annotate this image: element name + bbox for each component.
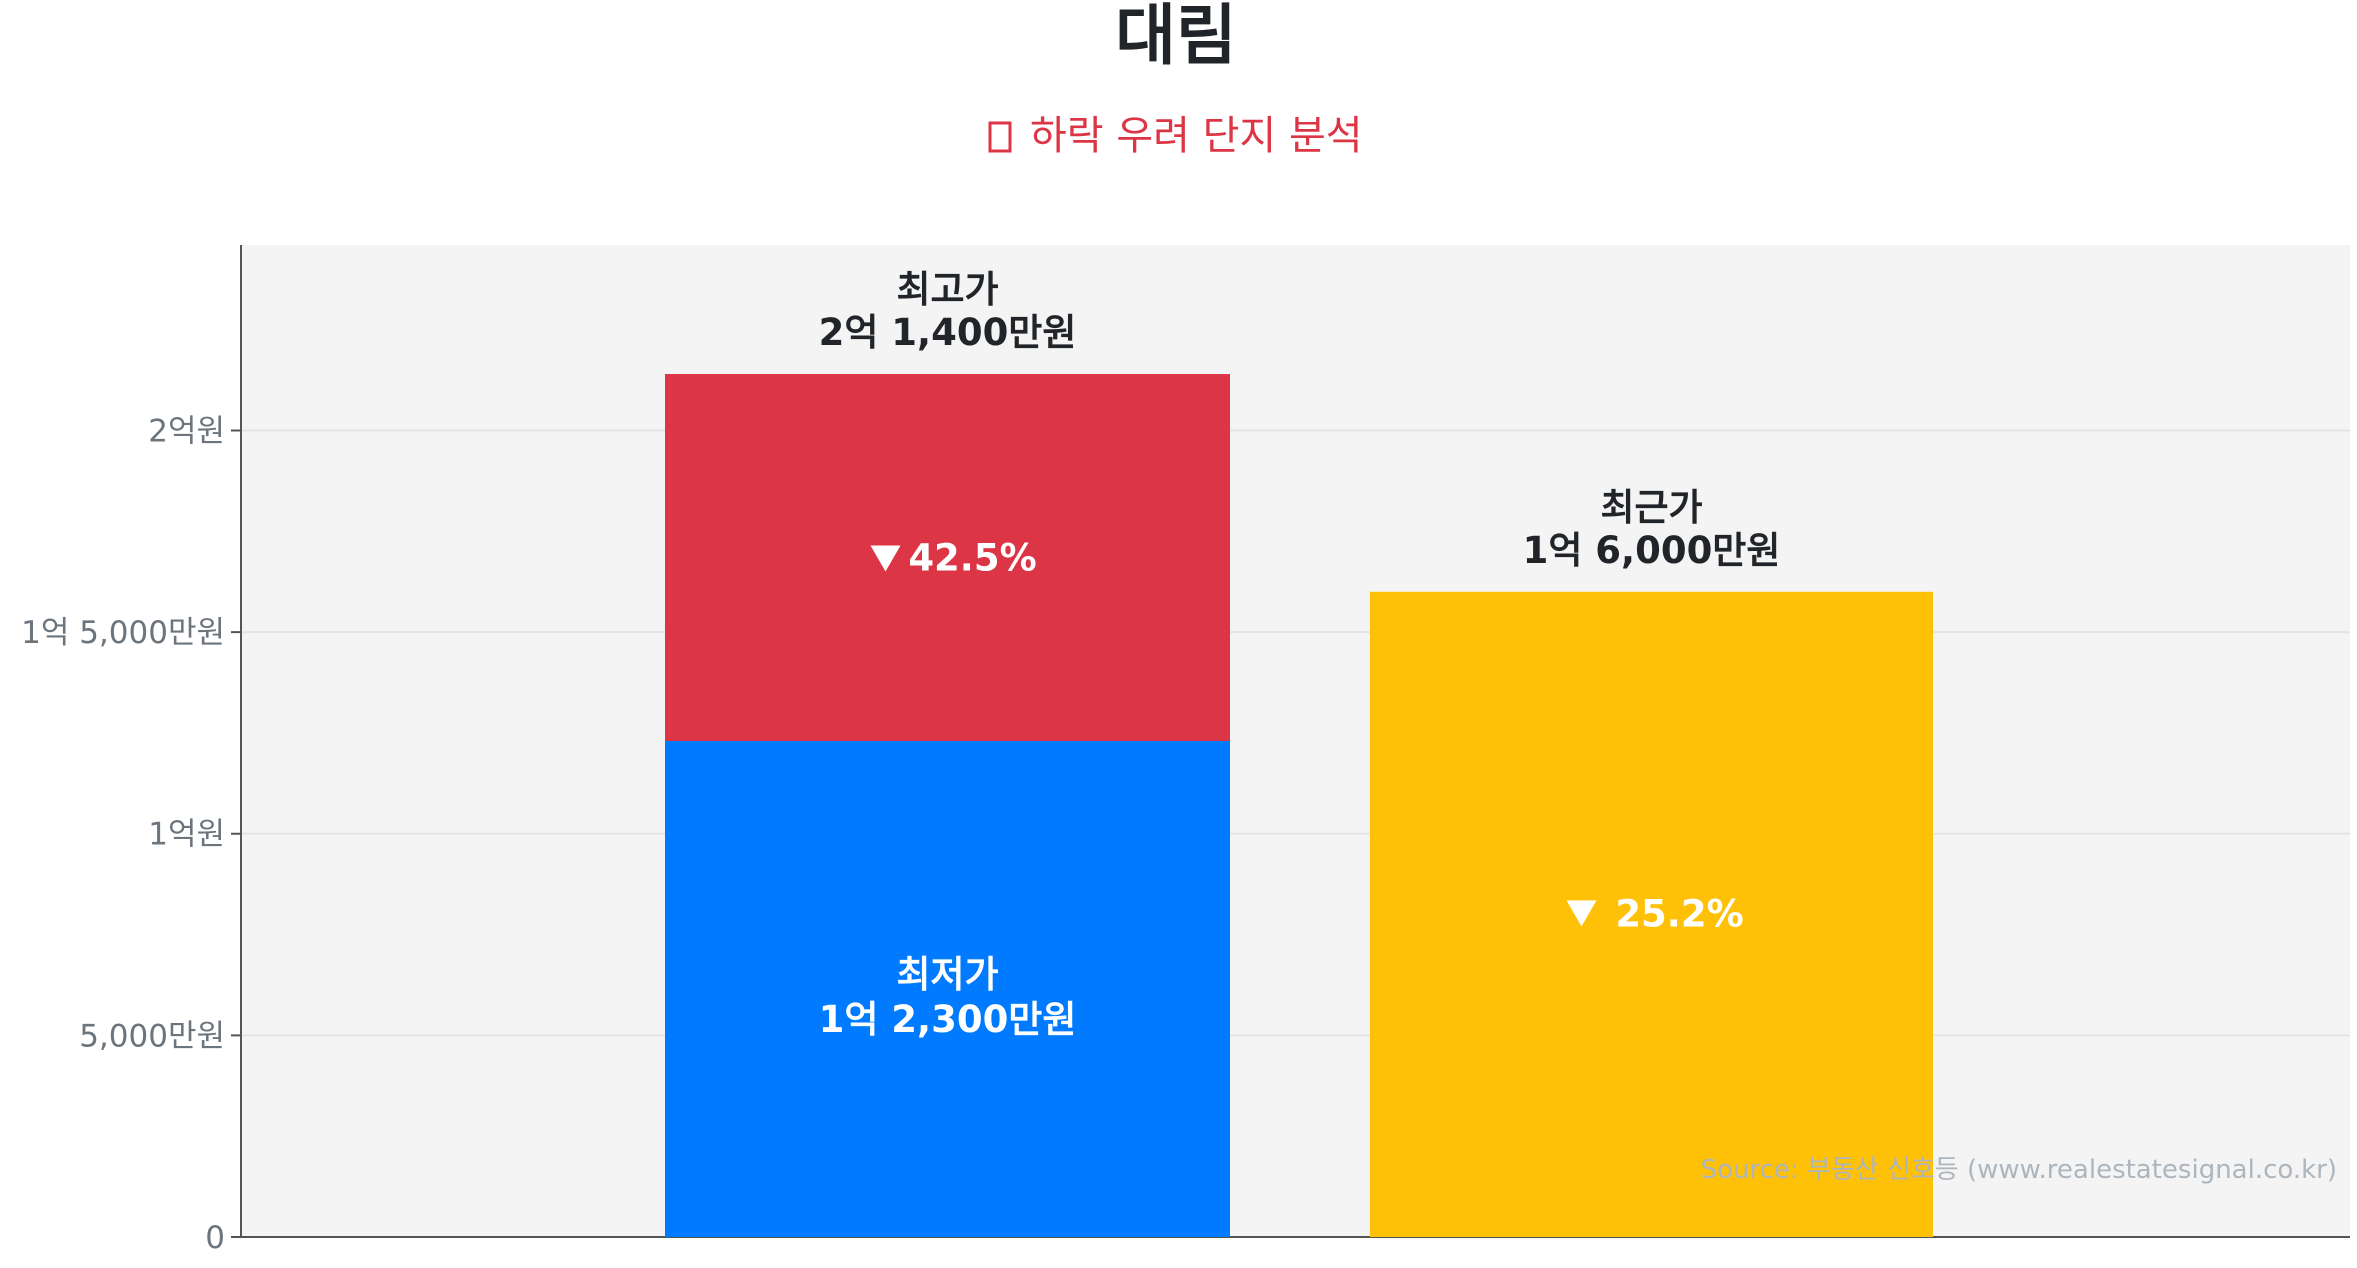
y-tick-label: 1억 5,000만원 [21,615,225,651]
chart-subtitle: 하락 우려 단지 분석 [988,113,1363,159]
warning-icon [988,121,1012,153]
drop-rate-highest-label: 42.5% [908,537,1036,580]
y-axis: 0 5,000만원 1억원 1억 5,000만원 2억원 [21,245,2350,1256]
highest-price-value-label: 2억 1,400만원 [819,311,1077,354]
bar-lowest-price [665,741,1230,1237]
chart-title: 대림 [1115,0,1236,74]
bar-highest-price [665,374,1230,741]
bar-recent-price [1370,591,1933,1237]
plot-area [241,245,2350,1237]
chart-subtitle-text: 하락 우려 단지 분석 [1030,113,1363,159]
lowest-price-value-label: 1억 2,300만원 [819,998,1077,1041]
drop-rate-recent-label: 25.2% [1615,892,1743,935]
down-triangle-icon [870,545,901,572]
y-tick-label: 1억원 [148,817,225,853]
y-tick-label: 0 [205,1220,225,1256]
source-note: Source: 부동산 신호등 (www.realestatesignal.co… [1701,1155,2337,1185]
y-tick-label: 2억원 [148,413,225,449]
gridlines [241,429,2350,1037]
lowest-price-name-label: 최저가 [896,953,998,996]
y-tick-label: 5,000만원 [79,1018,225,1054]
recent-price-value-label: 1억 6,000만원 [1523,529,1781,572]
bars [665,374,1933,1237]
recent-price-name-label: 최근가 [1600,486,1702,529]
down-triangle-icon [1566,900,1597,927]
highest-price-name-label: 최고가 [896,268,998,311]
